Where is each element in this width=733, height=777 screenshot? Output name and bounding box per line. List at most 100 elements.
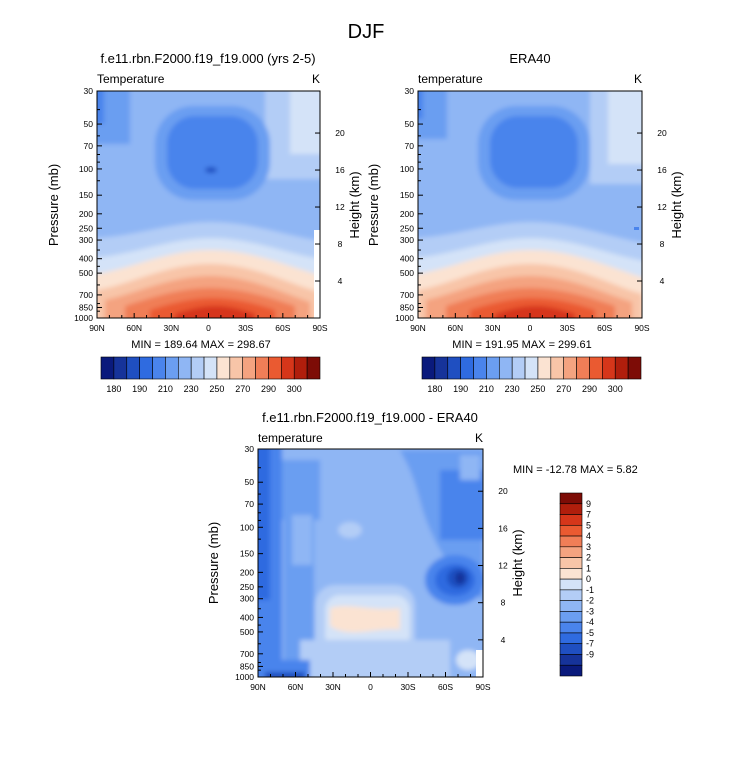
colorbar-swatch <box>559 503 583 515</box>
colorbar-swatch <box>559 664 583 677</box>
y-tick-label: 850 <box>240 661 254 671</box>
x-tick-label: 30N <box>485 323 501 333</box>
colorbar-label: 190 <box>132 384 147 394</box>
colorbar-label: 290 <box>582 384 597 394</box>
page-title: DJF <box>348 21 385 43</box>
minmax-label: MIN = 189.64 MAX = 298.67 <box>131 339 270 351</box>
x-tick-label: 0 <box>528 323 533 333</box>
colorbar-swatch <box>563 356 577 380</box>
y-tick-label: 700 <box>240 649 254 659</box>
y-tick-label: 200 <box>400 209 414 219</box>
y-axis-label: Pressure (mb) <box>46 164 61 246</box>
bottom-axis: 90N 60N 30N 0 30S 60S 90S <box>250 672 491 692</box>
colorbar-swatch <box>268 356 282 380</box>
bottom-axis: 90N 60N 30N 0 30S 60S 90S <box>410 313 650 333</box>
x-tick-label: 0 <box>206 323 211 333</box>
colorbar-swatch <box>559 568 583 580</box>
y-tick-label: 200 <box>240 567 254 577</box>
colorbar-label: 290 <box>261 384 276 394</box>
colorbar-swatch <box>614 356 629 380</box>
panel-left-label: Temperature <box>97 72 165 86</box>
panel-units: K <box>312 72 320 86</box>
x-tick-label: 90S <box>634 323 649 333</box>
colorbar-swatch <box>559 492 583 505</box>
colorbar-label: 270 <box>235 384 250 394</box>
panel-units: K <box>634 72 642 86</box>
colorbar-swatch <box>511 356 526 380</box>
right-tick-label: 16 <box>335 165 345 175</box>
right-tick-label: 8 <box>501 598 506 608</box>
colorbar-swatch <box>281 356 295 380</box>
colorbar-label: 230 <box>184 384 199 394</box>
colorbar-swatch <box>559 546 583 558</box>
colorbar-label: 210 <box>158 384 173 394</box>
y-tick-label: 300 <box>240 594 254 604</box>
colorbar-swatch <box>559 621 583 634</box>
panel-difference: f.e11.rbn.F2000.f19_f19.000 - ERA40 temp… <box>206 410 638 692</box>
colorbar-label: 210 <box>479 384 494 394</box>
y-tick-label: 70 <box>405 141 415 151</box>
bottom-axis: 90N 60N 30N 0 30S 60S 90S <box>89 313 328 333</box>
colorbar-swatch <box>447 356 461 380</box>
panel-left-label: temperature <box>418 72 483 86</box>
colorbar-swatch <box>139 356 153 380</box>
right-axis: 20 16 12 8 4 <box>315 128 345 286</box>
colorbar-swatch <box>293 356 308 380</box>
colorbar-label: 300 <box>608 384 623 394</box>
colorbar-swatch <box>559 557 583 569</box>
colorbar-swatch <box>126 356 140 380</box>
colorbar-label: -1 <box>586 585 594 595</box>
colorbar-label: 9 <box>586 499 591 509</box>
colorbar-swatch <box>602 356 616 380</box>
colorbar-swatch <box>550 356 565 380</box>
colorbar-label: 180 <box>106 384 121 394</box>
colorbar-swatch <box>559 654 583 666</box>
colorbar-swatch <box>589 356 603 380</box>
y-tick-label: 400 <box>400 254 414 264</box>
colorbar-label: 250 <box>530 384 545 394</box>
colorbar-swatch <box>203 356 218 380</box>
x-tick-label: 30S <box>560 323 575 333</box>
colorbar-swatch <box>524 356 539 380</box>
y-tick-label: 850 <box>400 302 414 312</box>
x-tick-label: 60S <box>597 323 612 333</box>
colorbar-swatch <box>177 356 192 380</box>
y-tick-label: 100 <box>400 164 414 174</box>
x-tick-label: 60N <box>288 682 304 692</box>
y-tick-label: 30 <box>245 444 255 454</box>
colorbar-label: 0 <box>586 574 591 584</box>
y-axis-right-label: Height (km) <box>669 171 684 238</box>
colorbar-swatch <box>559 514 583 526</box>
colorbar-label: 2 <box>586 553 591 563</box>
minmax-label: MIN = 191.95 MAX = 299.61 <box>452 339 591 351</box>
panel-units: K <box>475 431 483 445</box>
colorbar-swatch <box>242 356 256 380</box>
y-axis-right-label: Height (km) <box>510 529 525 596</box>
x-tick-label: 90N <box>250 682 266 692</box>
y-tick-label: 30 <box>84 86 94 96</box>
y-axis-right-label: Height (km) <box>347 171 362 238</box>
colorbar-swatch <box>460 356 474 380</box>
minmax-label: MIN = -12.78 MAX = 5.82 <box>513 464 638 476</box>
colorbar-label: 7 <box>586 510 591 520</box>
x-tick-label: 60N <box>448 323 464 333</box>
colorbar-swatch <box>434 356 449 380</box>
y-tick-label: 100 <box>240 522 254 532</box>
colorbar-label: -5 <box>586 628 594 638</box>
right-tick-label: 8 <box>338 239 343 249</box>
right-tick-label: 20 <box>498 486 508 496</box>
right-tick-label: 16 <box>498 523 508 533</box>
y-tick-label: 700 <box>400 290 414 300</box>
colorbar-swatch <box>559 589 583 601</box>
contour-field <box>258 449 483 677</box>
contour-field <box>418 91 642 318</box>
colorbar-swatch <box>113 356 128 380</box>
right-tick-label: 20 <box>657 128 667 138</box>
right-tick-label: 12 <box>498 561 508 571</box>
colorbar-swatch <box>559 611 583 623</box>
colorbar-label: -2 <box>586 596 594 606</box>
colorbar-label: 5 <box>586 520 591 530</box>
panel-title: ERA40 <box>509 51 550 66</box>
